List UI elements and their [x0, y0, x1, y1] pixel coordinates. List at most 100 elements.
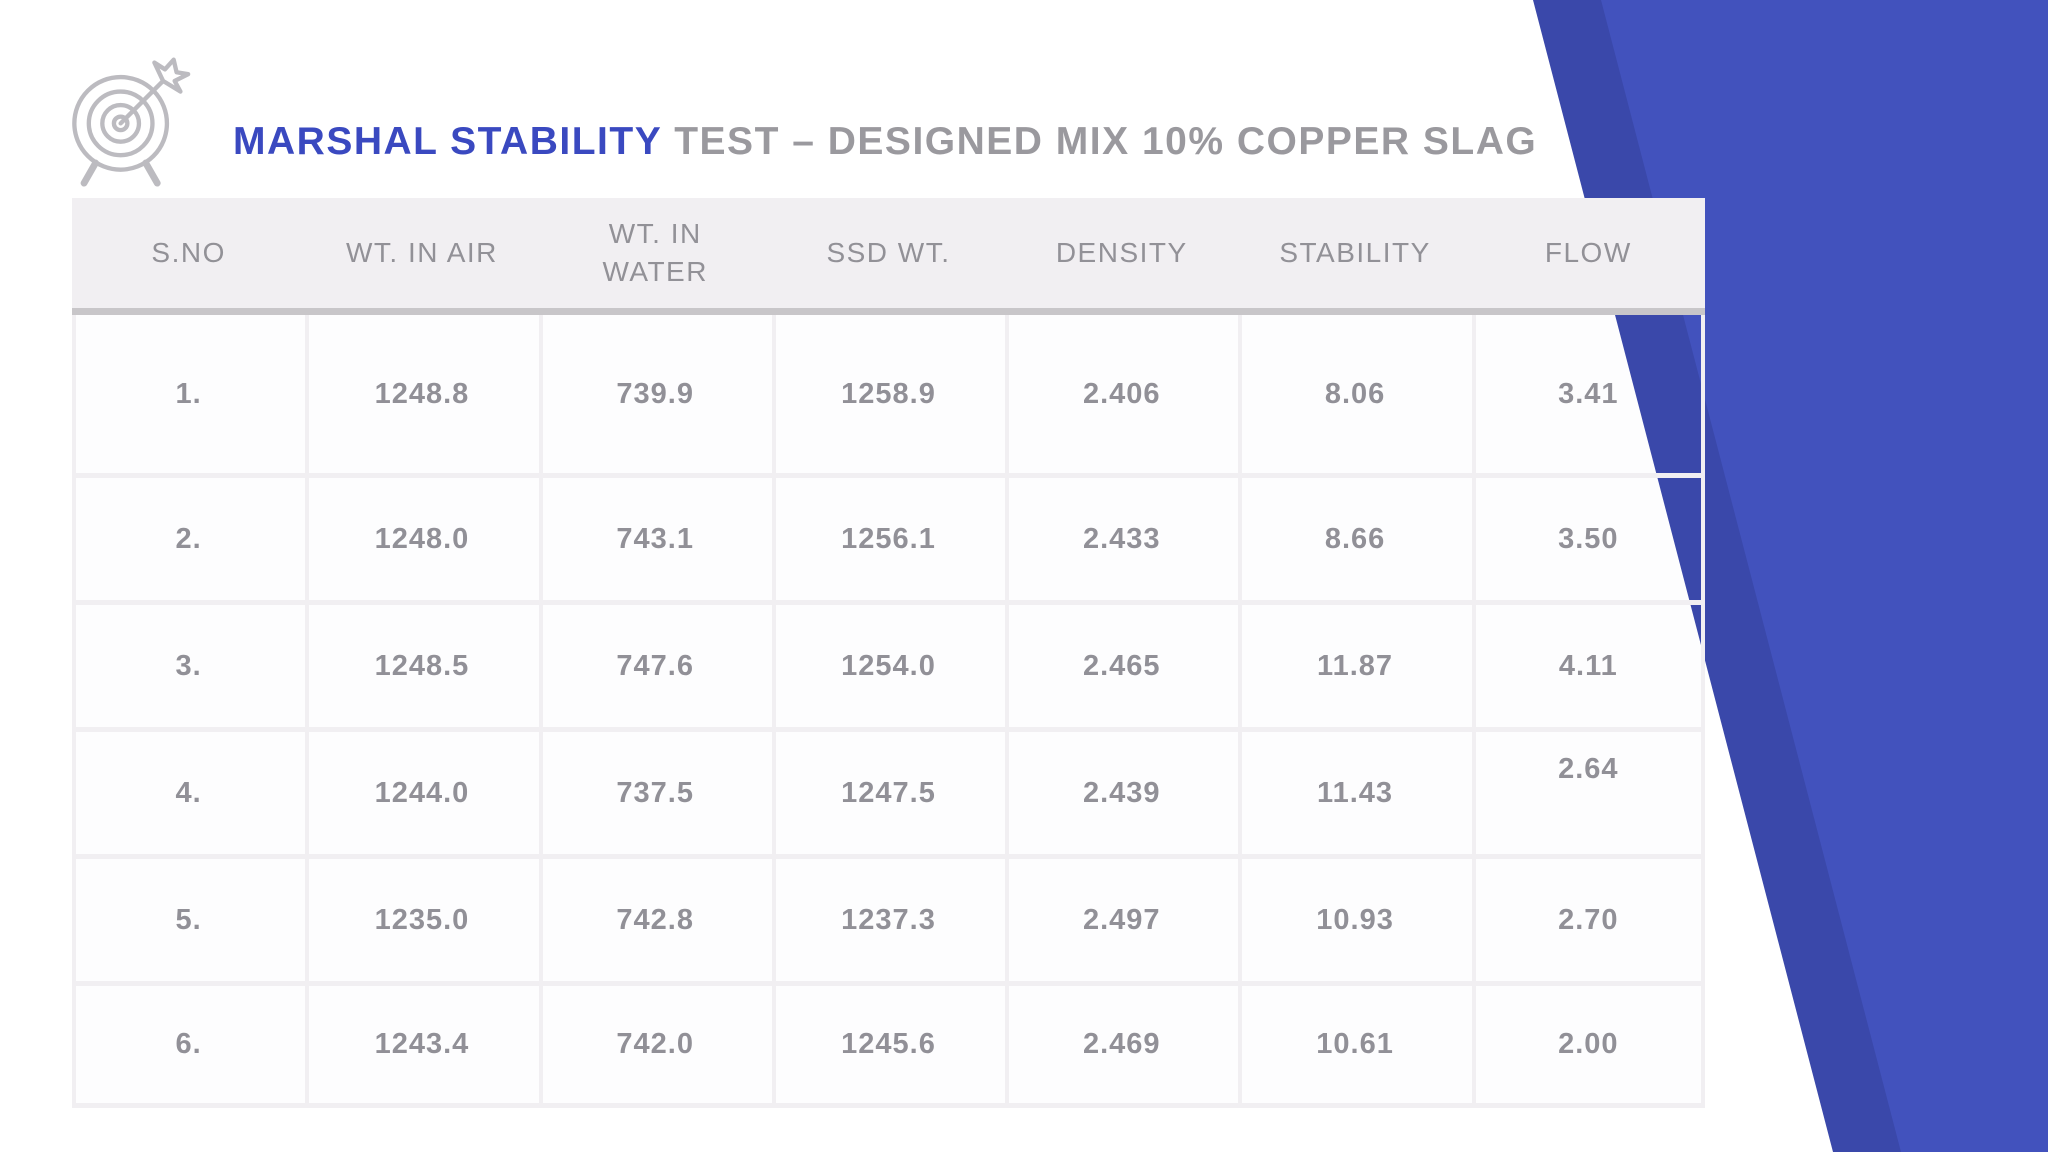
table-cell-value: 1237.3: [841, 903, 936, 936]
table-cell: 2.: [72, 478, 305, 600]
table-body-background: [72, 315, 1705, 1108]
table-cell: 742.0: [539, 986, 772, 1103]
table-cell: 2.465: [1005, 605, 1238, 727]
table-cell: 6.: [72, 986, 305, 1103]
table-cell-value: 1243.4: [374, 1028, 470, 1060]
table-cell-value: 747.6: [616, 649, 694, 682]
column-header-label: DENSITY: [1055, 237, 1188, 269]
column-header-wt-in-water: WT. IN WATER: [539, 198, 772, 308]
table-row: 2. 1248.0 743.1 1256.1 2.433 8.66 3.50: [72, 478, 1705, 600]
column-header-stability: STABILITY: [1238, 198, 1471, 308]
table-gridline: [1005, 315, 1009, 1108]
table-cell-value: 11.43: [1317, 776, 1394, 809]
table-row: 1. 1248.8 739.9 1258.9 2.406 8.06 3.41: [72, 315, 1705, 473]
table-cell: 2.469: [1005, 986, 1238, 1103]
table-cell-value: 1245.6: [841, 1028, 936, 1060]
table-cell-value: 2.: [175, 522, 202, 555]
table-cell: 1237.3: [772, 859, 1005, 981]
table-gridline: [1472, 315, 1476, 1108]
table-cell: 2.70: [1472, 859, 1705, 981]
table-cell: 2.406: [1005, 315, 1238, 473]
table-cell-value: 2.497: [1082, 903, 1161, 936]
table-cell-value: 1248.5: [374, 649, 470, 682]
table-cell: 2.00: [1472, 986, 1705, 1103]
table-cell: 2.497: [1005, 859, 1238, 981]
column-header-label: WT. IN WATER: [602, 218, 708, 287]
table-cell: 1.: [72, 315, 305, 473]
table-gridline: [305, 315, 309, 1108]
table-row: 6. 1243.4 742.0 1245.6 2.469 10.61 2.00: [72, 986, 1705, 1103]
table-cell-value: 742.0: [616, 1028, 694, 1060]
table-cell: 4.: [72, 732, 305, 854]
table-cell: 1244.0: [305, 732, 538, 854]
table-cell-value: 2.70: [1558, 903, 1619, 936]
table-cell-value: 1254.0: [841, 649, 936, 682]
column-header-label: S.NO: [151, 237, 226, 269]
table-cell: 1243.4: [305, 986, 538, 1103]
table-gridline: [72, 600, 1705, 605]
column-header-label: FLOW: [1544, 237, 1632, 269]
table-cell: 747.6: [539, 605, 772, 727]
table-cell: 1248.8: [305, 315, 538, 473]
table-cell: 739.9: [539, 315, 772, 473]
table-cell-value: 8.66: [1324, 522, 1386, 555]
table-gridline: [72, 473, 1705, 478]
table-cell-value: 8.06: [1324, 377, 1386, 410]
table-cell: 1258.9: [772, 315, 1005, 473]
table-cell: 4.11: [1472, 605, 1705, 727]
table-cell-value: 2.439: [1082, 776, 1161, 809]
table-cell-value: 1256.1: [841, 522, 936, 555]
table-cell: 737.5: [539, 732, 772, 854]
table-gridline: [72, 1103, 1705, 1108]
table-header-row: S.NO WT. IN AIR WT. IN WATER SSD WT. DENSITY…: [72, 198, 1705, 315]
table-cell-value: 1248.0: [374, 522, 470, 555]
title-rest: TEST – DESIGNED MIX 10% COPPER SLAG: [674, 120, 1538, 164]
table-cell-value: 2.469: [1082, 1028, 1161, 1060]
table-cell-value: 1.: [175, 377, 202, 410]
table-cell: 2.433: [1005, 478, 1238, 600]
table-cell-value: 743.1: [616, 522, 694, 555]
title-highlight: MARSHAL STABILITY: [233, 120, 663, 164]
table-cell-value: 2.465: [1082, 649, 1161, 682]
target-dart-icon: [72, 57, 191, 187]
table-gridline: [72, 315, 76, 1108]
table-cell-value: 5.: [175, 903, 202, 936]
table-cell-value: 1248.8: [374, 377, 470, 410]
table-cell: 1256.1: [772, 478, 1005, 600]
column-header-ssd-wt: SSD WT.: [772, 198, 1005, 308]
table-cell-value: 4.11: [1558, 649, 1618, 682]
table-gridline: [1238, 315, 1242, 1108]
column-header-density: DENSITY: [1005, 198, 1238, 308]
table-row: 3. 1248.5 747.6 1254.0 2.465 11.87 4.11: [72, 605, 1705, 727]
table-cell: 2.439: [1005, 732, 1238, 854]
table-cell: 1247.5: [772, 732, 1005, 854]
table-cell: 1248.5: [305, 605, 538, 727]
table-cell: 742.8: [539, 859, 772, 981]
column-header-label: WT. IN AIR: [345, 237, 498, 269]
table-cell-value: 2.64: [1558, 752, 1619, 785]
table-gridline: [72, 981, 1705, 986]
table-cell: 10.93: [1238, 859, 1471, 981]
table-cell: 1235.0: [305, 859, 538, 981]
column-header-label: SSD WT.: [826, 237, 951, 269]
table-cell: 1245.6: [772, 986, 1005, 1103]
table-cell: 2.64: [1472, 732, 1705, 854]
table-cell: 3.41: [1472, 315, 1705, 473]
table-cell-value: 3.41: [1558, 377, 1619, 410]
table-cell: 10.61: [1238, 986, 1471, 1103]
table-cell-value: 2.433: [1082, 522, 1161, 555]
table-cell: 8.06: [1238, 315, 1471, 473]
column-header-s-no: S.NO: [72, 198, 305, 308]
table-cell-value: 739.9: [616, 377, 694, 410]
column-header-wt-in-air: WT. IN AIR: [305, 198, 538, 308]
table-cell: 3.50: [1472, 478, 1705, 600]
table-gridline: [72, 854, 1705, 859]
table-row: 4. 1244.0 737.5 1247.5 2.439 11.43 2.64: [72, 732, 1705, 854]
table-cell-value: 10.93: [1316, 903, 1394, 936]
table-cell-value: 1244.0: [374, 776, 470, 809]
table-cell: 1248.0: [305, 478, 538, 600]
table-cell: 3.: [72, 605, 305, 727]
table-cell-value: 2.00: [1558, 1028, 1619, 1060]
table-row: 5. 1235.0 742.8 1237.3 2.497 10.93 2.70: [72, 859, 1705, 981]
